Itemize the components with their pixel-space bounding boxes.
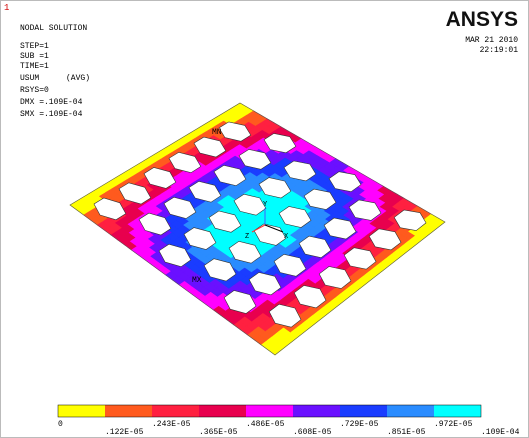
legend-label: .109E-04	[481, 428, 520, 437]
page: 1 NODAL SOLUTION STEP=1 SUB =1 TIME=1 US…	[0, 0, 529, 438]
legend-band	[199, 405, 246, 417]
legend-band	[58, 405, 105, 417]
legend-label: .608E-05	[293, 428, 332, 437]
header-rsys: RSYS=0	[20, 86, 49, 95]
legend-band	[340, 405, 387, 417]
header-dmx: DMX =.109E-04	[20, 98, 83, 107]
legend-label: 0	[58, 420, 63, 429]
legend-label: .486E-05	[246, 420, 285, 429]
legend-label: .122E-05	[105, 428, 144, 437]
time: 22:19:01	[480, 46, 519, 55]
legend-band	[105, 405, 152, 417]
header-title: NODAL SOLUTION	[20, 24, 87, 33]
header-averaging: (AVG)	[66, 74, 90, 83]
legend-band	[246, 405, 293, 417]
legend-label: .972E-05	[434, 420, 473, 429]
legend-label: .729E-05	[340, 420, 379, 429]
header-line: TIME=1	[20, 62, 49, 71]
header-smx: SMX =.109E-04	[20, 110, 83, 119]
max-label: MX	[192, 276, 202, 285]
date: MAR 21 2010	[465, 36, 518, 45]
header-quantity: USUM	[20, 74, 39, 83]
window-number: 1	[4, 3, 9, 13]
legend-band	[387, 405, 434, 417]
legend-label: .851E-05	[387, 428, 426, 437]
legend-band	[152, 405, 199, 417]
triad-label: Z	[245, 233, 249, 241]
header-line: STEP=1	[20, 42, 49, 51]
graphics-window: 1 NODAL SOLUTION STEP=1 SUB =1 TIME=1 US…	[0, 0, 529, 438]
legend-band	[293, 405, 340, 417]
legend-label: .243E-05	[152, 420, 191, 429]
logo: ANSYS	[446, 8, 518, 31]
header-line: SUB =1	[20, 52, 49, 61]
min-label: MN	[212, 128, 222, 137]
legend-label: .365E-05	[199, 428, 238, 437]
legend-band	[434, 405, 481, 417]
